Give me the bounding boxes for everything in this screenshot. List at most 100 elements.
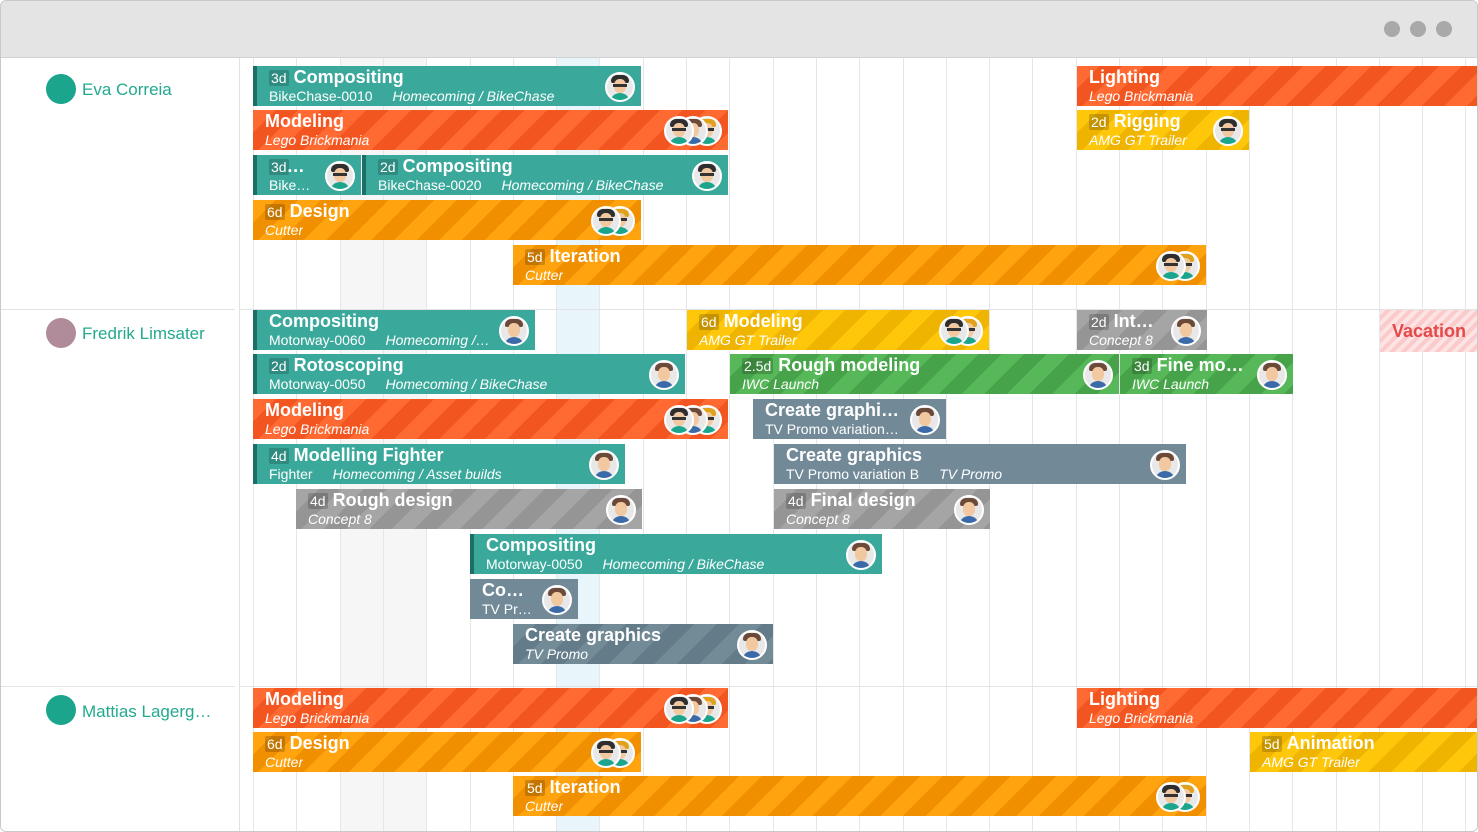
task-bar[interactable]: 3dM…BikeC… xyxy=(253,155,361,195)
task-bar[interactable]: Com…TV Pro… xyxy=(470,579,578,619)
assignee-avatar-fredrik[interactable] xyxy=(1257,360,1287,390)
assignee-avatar-eva[interactable] xyxy=(591,206,621,236)
assignee-avatar-fredrik[interactable] xyxy=(542,585,572,615)
task-subtitle: TV Pro… xyxy=(482,601,532,617)
task-shot: BikeChase-0020 xyxy=(378,177,482,193)
assignee-avatar-fredrik[interactable] xyxy=(846,540,876,570)
task-bar[interactable]: Lighting Lego Brickmania xyxy=(1077,688,1477,728)
task-name: Rough modeling xyxy=(778,355,921,375)
task-subtitle: Lego Brickmania xyxy=(1089,710,1193,726)
task-bar[interactable]: 5d Iteration Cutter xyxy=(513,245,1206,285)
task-title: Create graphics xyxy=(525,625,661,646)
task-project: IWC Launch xyxy=(1132,376,1210,392)
task-shot: TV Pro… xyxy=(482,601,532,617)
assignee-avatars xyxy=(649,360,679,390)
assignee-avatars xyxy=(1457,694,1473,722)
grid-column-line xyxy=(1422,58,1424,831)
assignee-avatar-eva[interactable] xyxy=(664,116,694,146)
task-bar[interactable]: 2.5d Rough modeling IWC Launch xyxy=(730,354,1119,394)
task-bar[interactable]: Modeling Lego Brickmania xyxy=(253,688,728,728)
task-bar[interactable]: Lighting Lego Brickmania xyxy=(1077,66,1477,106)
assignee-avatar-eva[interactable] xyxy=(1156,251,1186,281)
vacation-block[interactable]: Vacation xyxy=(1380,310,1477,352)
task-subtitle: Cutter xyxy=(265,754,303,770)
task-duration: 2d xyxy=(1089,314,1109,330)
task-shot: Motorway-0060 xyxy=(269,332,366,348)
task-bar[interactable]: 2d Inte… Concept 8 xyxy=(1077,310,1207,350)
person-name-fredrik[interactable]: Fredrik Limsater xyxy=(82,324,205,343)
assignee-avatar-eva[interactable] xyxy=(664,405,694,435)
assignee-avatars xyxy=(1083,360,1113,390)
task-duration: 6d xyxy=(265,736,285,752)
task-duration: 4d xyxy=(786,493,806,509)
task-subtitle: BikeChase-0010 Homecoming / BikeChase xyxy=(269,88,554,104)
assignee-avatar-eva[interactable] xyxy=(605,72,635,102)
window-dot-1[interactable] xyxy=(1384,21,1400,37)
task-bar[interactable]: 4d Modelling Fighter Fighter Homecoming / A… xyxy=(253,444,625,484)
task-name: Create graphics xyxy=(786,445,923,465)
task-bar[interactable]: 5d Iteration Cutter xyxy=(513,776,1206,816)
task-project: Homecoming / BikeChase xyxy=(392,88,555,104)
assignee-avatar-fredrik[interactable] xyxy=(954,495,984,525)
task-duration: 2d xyxy=(269,358,289,374)
assignee-avatar-fredrik[interactable] xyxy=(589,450,619,480)
window-dot-2[interactable] xyxy=(1410,21,1426,37)
assignee-avatar-eva[interactable] xyxy=(1213,116,1243,146)
assignee-avatars xyxy=(939,316,983,346)
task-bar[interactable]: 2d Compositing BikeChase-0020 Homecoming / … xyxy=(362,155,728,195)
task-title: 6d Design xyxy=(265,733,350,754)
assignee-avatar-eva[interactable] xyxy=(939,316,969,346)
window-dot-3[interactable] xyxy=(1436,21,1452,37)
task-bar[interactable]: Compositing Motorway-0050 Homecoming / Bik… xyxy=(470,534,882,574)
task-name: Design xyxy=(289,201,350,221)
assignee-avatar-eva[interactable] xyxy=(591,738,621,768)
task-bar[interactable]: 2d Rotoscoping Motorway-0050 Homecoming / B… xyxy=(253,354,685,394)
task-project: Homecoming / Asset builds xyxy=(332,466,502,482)
task-bar[interactable]: Modeling Lego Brickmania xyxy=(253,110,728,150)
task-bar[interactable]: Create graphics TV Promo variation B TV Pr… xyxy=(774,444,1186,484)
task-bar[interactable]: 6d Design Cutter xyxy=(253,732,641,772)
task-project: Concept 8 xyxy=(308,511,372,527)
task-bar[interactable]: Compositing Motorway-0060 Homecoming /… xyxy=(253,310,535,350)
task-subtitle: BikeChase-0020 Homecoming / BikeChase xyxy=(378,177,663,193)
person-name-eva[interactable]: Eva Correia xyxy=(82,80,172,99)
task-bar[interactable]: 4d Rough design Concept 8 xyxy=(296,489,642,529)
assignee-avatar-fredrik[interactable] xyxy=(910,405,940,435)
task-bar[interactable]: 3d Compositing BikeChase-0010 Homecoming / … xyxy=(253,66,641,106)
person-avatar-mattias xyxy=(46,695,76,725)
grid-column-line xyxy=(1465,58,1467,831)
assignee-avatar-fredrik[interactable] xyxy=(1083,360,1113,390)
person-separator xyxy=(1,309,235,310)
assignee-avatar-fredrik[interactable] xyxy=(499,316,529,346)
assignee-avatar-fredrik[interactable] xyxy=(1171,316,1201,346)
task-subtitle: Lego Brickmania xyxy=(1089,88,1193,104)
assignee-avatar-eva[interactable] xyxy=(1156,782,1186,812)
task-duration: 5d xyxy=(525,249,545,265)
assignee-avatar-eva[interactable] xyxy=(664,694,694,724)
task-bar[interactable]: 3d Fine mo… IWC Launch xyxy=(1120,354,1293,394)
resource-list: Eva Correia Fredrik Limsater Mattias Lag… xyxy=(1,58,240,831)
task-bar[interactable]: 4d Final design Concept 8 xyxy=(774,489,990,529)
task-bar[interactable]: Modeling Lego Brickmania xyxy=(253,399,728,439)
task-bar[interactable]: 6d Design Cutter xyxy=(253,200,641,240)
task-bar[interactable]: 5d Animation AMG GT Trailer xyxy=(1250,732,1477,772)
task-title: 6d Modeling xyxy=(699,311,803,332)
task-title: 4d Final design xyxy=(786,490,916,511)
task-bar[interactable]: 2d Rigging AMG GT Trailer xyxy=(1077,110,1249,150)
task-bar[interactable]: Create graphics TV Promo variation … xyxy=(753,399,946,439)
title-bar xyxy=(1,1,1477,58)
person-name-mattias[interactable]: Mattias Lagerg… xyxy=(82,702,212,721)
task-name: Com… xyxy=(482,580,532,600)
assignee-avatar-eva[interactable] xyxy=(692,161,722,191)
assignee-avatar-fredrik[interactable] xyxy=(1150,450,1180,480)
task-title: 4d Rough design xyxy=(308,490,453,511)
assignee-avatar-fredrik[interactable] xyxy=(606,495,636,525)
task-bar[interactable]: Create graphics TV Promo xyxy=(513,624,773,664)
task-bar[interactable]: 6d Modeling AMG GT Trailer xyxy=(687,310,989,350)
assignee-avatar-eva[interactable] xyxy=(325,161,355,191)
assignee-avatars xyxy=(1457,738,1473,766)
task-project: IWC Launch xyxy=(742,376,820,392)
assignee-avatar-fredrik[interactable] xyxy=(649,360,679,390)
assignee-avatar-fredrik[interactable] xyxy=(737,630,767,660)
